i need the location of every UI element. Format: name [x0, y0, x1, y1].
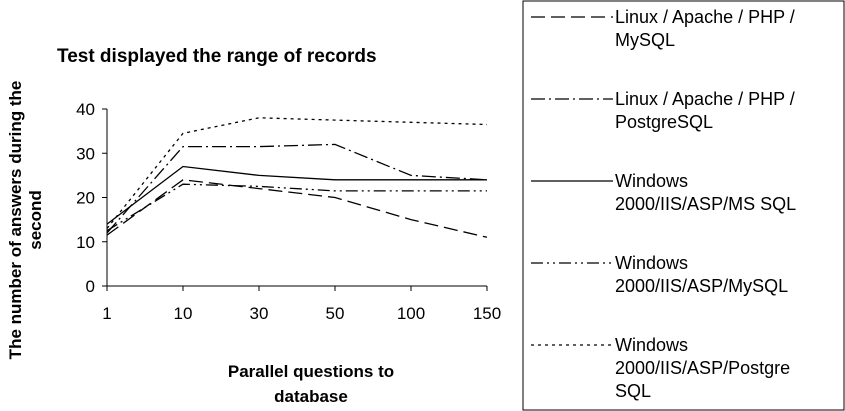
y-axis-label-line-1: The number of answers during the: [6, 81, 25, 360]
series-line-1: [106, 179, 488, 238]
legend-label-line: Windows: [615, 253, 688, 273]
legend-label-line: Linux / Apache / PHP /: [615, 89, 795, 109]
series-lines: [106, 117, 488, 238]
y-tick-label: 0: [86, 277, 95, 296]
legend-label-line: Windows: [615, 171, 688, 191]
legend-item-4: Windows 2000/IIS/ASP/MySQL: [531, 253, 788, 296]
legend-label-line: 2000/IIS/ASP/MS SQL: [615, 194, 796, 214]
y-axis-label-line-2: second: [26, 190, 45, 250]
legend-label-line: SQL: [615, 381, 651, 401]
y-tick-label: 20: [76, 189, 95, 208]
legend-label-line: Linux / Apache / PHP /: [615, 7, 795, 27]
x-axis-label: Parallel questions to database: [228, 362, 394, 406]
series-line-5: [106, 117, 488, 229]
legend-box: [522, 0, 845, 411]
legend-label-line: 2000/IIS/ASP/Postgre: [615, 358, 790, 378]
y-tick-label: 30: [76, 144, 95, 163]
x-axis-label-line-1: Parallel questions to: [228, 362, 394, 381]
axes: [106, 109, 487, 287]
chart-title: Test displayed the range of records: [57, 46, 377, 67]
series-line-4: [106, 183, 487, 232]
x-tick-label: 50: [326, 304, 345, 323]
y-ticks: 0 10 20 30 40: [76, 100, 107, 296]
x-tick-label: 10: [174, 304, 193, 323]
legend-item-3: Windows 2000/IIS/ASP/MS SQL: [531, 171, 796, 214]
series-line-3: [106, 165, 487, 225]
x-tick-label: 100: [397, 304, 425, 323]
legend-label-line: Windows: [615, 335, 688, 355]
x-tick-label: 30: [250, 304, 269, 323]
legend-item-1: Linux / Apache / PHP / MySQL: [531, 7, 795, 50]
legend-label-line: PostgreSQL: [615, 112, 713, 132]
legend-item-2: Linux / Apache / PHP / PostgreSQL: [531, 89, 795, 132]
series-line-2: [106, 143, 488, 234]
y-tick-label: 10: [76, 233, 95, 252]
legend-item-5: Windows 2000/IIS/ASP/Postgre SQL: [531, 335, 790, 401]
x-tick-label: 150: [473, 304, 501, 323]
x-tick-label: 1: [102, 304, 111, 323]
y-tick-label: 40: [76, 100, 95, 119]
x-axis-label-line-2: database: [274, 387, 348, 406]
y-axis-label: The number of answers during the second: [6, 81, 45, 360]
legend-label-line: 2000/IIS/ASP/MySQL: [615, 276, 788, 296]
x-ticks: 1 10 30 50 100 150: [102, 286, 501, 323]
legend-label-line: MySQL: [615, 30, 675, 50]
